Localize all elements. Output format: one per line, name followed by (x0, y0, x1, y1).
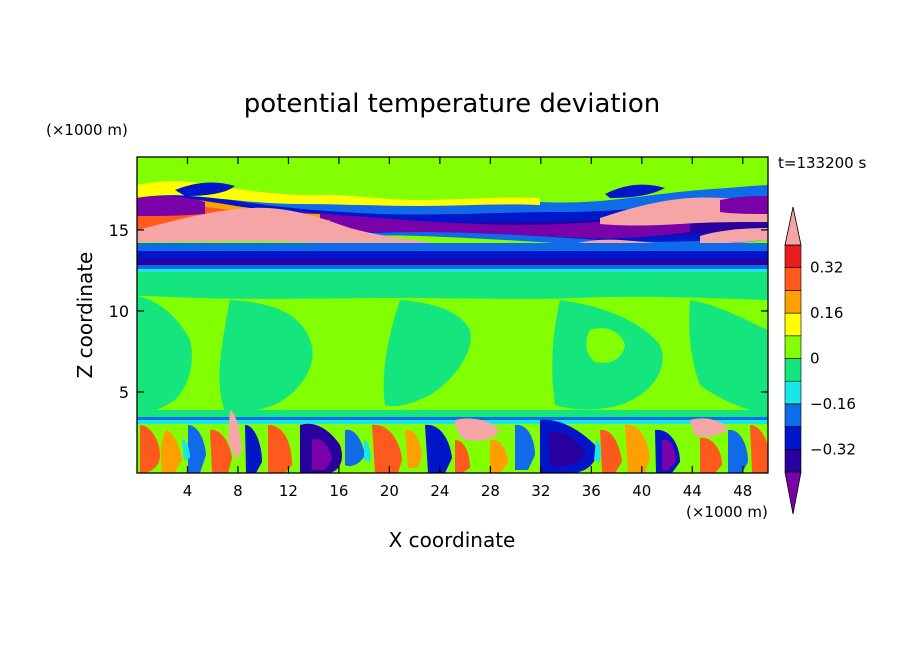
x-tick-label: 44 (683, 482, 702, 500)
top-violet-left (137, 195, 205, 216)
bl-cold-2 (245, 425, 262, 473)
mid-lower-strip (137, 410, 768, 418)
y-unit-label: (×1000 m) (46, 121, 128, 139)
bl-cold-6 (515, 424, 535, 470)
colorbar-segment (784, 312, 802, 337)
mid-cell-a (137, 272, 768, 300)
inversion-layer (137, 243, 768, 272)
y-ticks: 5 10 15 (109, 221, 768, 402)
colorbar-segment (784, 380, 802, 405)
bl-warm-6 (372, 424, 402, 473)
bl-top-line (137, 417, 768, 420)
colorbar-segment (784, 358, 802, 382)
bl-violet-3 (662, 439, 676, 470)
mid-cell-b (137, 296, 192, 416)
x-tick-label: 16 (329, 482, 348, 500)
colorbar-segment (784, 267, 802, 291)
chart-title: potential temperature deviation (244, 89, 660, 119)
bl-warm-12 (625, 424, 650, 473)
bl-warm-3 (210, 429, 232, 473)
colorbar-bottom-arrow (784, 471, 802, 515)
y-tick-label: 15 (109, 221, 129, 240)
inversion-top (137, 243, 768, 251)
warm-tongue-upper-right (700, 228, 768, 244)
top-violet-right (720, 196, 768, 214)
x-tick-label: 36 (582, 482, 601, 500)
bl-cold-5 (425, 424, 452, 473)
bl-warm-7 (405, 429, 422, 468)
top-blue-cap-left (175, 182, 235, 196)
mid-cell-d (383, 300, 471, 407)
bl-warm-2 (160, 430, 182, 473)
colorbar-top-arrow (784, 206, 802, 246)
bl-warm-15 (750, 425, 768, 473)
x-tick-label: 32 (531, 482, 550, 500)
bl-violet-1 (312, 439, 332, 470)
bl-cyan-strip (137, 420, 768, 424)
bl-cold-9 (728, 429, 748, 473)
bl-warm-9 (455, 440, 470, 473)
x-tick-label: 20 (380, 482, 399, 500)
inversion-upper (137, 251, 768, 259)
time-label: t=133200 s (778, 154, 866, 172)
upper-yellow-band (137, 181, 540, 206)
colorbar: 0.32 0.16 0 −0.16 −0.32 (784, 206, 856, 515)
x-tick-label: 12 (279, 482, 298, 500)
x-unit-label: (×1000 m) (686, 503, 768, 521)
bl-cyan-2 (364, 440, 371, 462)
colorbar-label: 0.16 (810, 304, 843, 322)
x-tick-label: 24 (430, 482, 449, 500)
colorbar-segment (784, 403, 802, 427)
colorbar-label: −0.16 (810, 395, 856, 413)
colorbar-label: 0.32 (810, 259, 843, 277)
middle-layer (137, 272, 768, 418)
bl-warm-10 (490, 439, 508, 473)
mid-cell-f (689, 300, 768, 415)
colorbar-segment (784, 335, 802, 359)
bl-warm-5 (268, 425, 292, 473)
mid-cell-c (219, 300, 313, 413)
bl-warm-4 (228, 410, 242, 460)
x-tick-label: 4 (183, 482, 193, 500)
x-axis-label: X coordinate (389, 528, 516, 552)
inversion-edge (137, 269, 768, 272)
plot-frame (136, 156, 769, 474)
bl-warm-8 (455, 418, 500, 441)
colorbar-segment (784, 448, 802, 473)
boundary-layer (137, 410, 768, 473)
bl-warm-11 (600, 429, 622, 473)
colorbar-label: −0.32 (810, 440, 856, 458)
bl-cold-4 (345, 429, 365, 467)
colorbar-segment (784, 290, 802, 314)
colorbar-label: 0 (810, 350, 820, 368)
y-tick-label: 10 (109, 302, 129, 321)
y-tick-label: 5 (119, 383, 129, 402)
x-tick-label: 40 (632, 482, 651, 500)
bl-warm-13 (690, 418, 728, 437)
warm-tongue-left (137, 207, 430, 246)
x-tick-label: 28 (481, 482, 500, 500)
y-axis-label: Z coordinate (73, 252, 97, 379)
bl-warm-14 (700, 437, 722, 473)
inversion-bottom (137, 265, 768, 269)
upper-violet-core (300, 212, 690, 239)
x-tick-label: 8 (233, 482, 243, 500)
bl-cold-1 (188, 425, 206, 473)
inversion-core (137, 259, 768, 265)
bl-warm-1 (140, 425, 160, 473)
plot-field (137, 157, 768, 473)
colorbar-segment (784, 244, 802, 269)
top-blue-cap-right (605, 184, 665, 198)
x-ticks: 4 8 12 16 20 24 28 32 36 40 44 48 (183, 157, 752, 500)
bl-violet-2 (548, 431, 585, 467)
bl-cyan-3 (594, 440, 601, 462)
mid-lime-island (586, 328, 625, 363)
x-tick-label: 48 (733, 482, 752, 500)
colorbar-segment (784, 426, 802, 450)
bl-cyan-1 (182, 439, 190, 460)
